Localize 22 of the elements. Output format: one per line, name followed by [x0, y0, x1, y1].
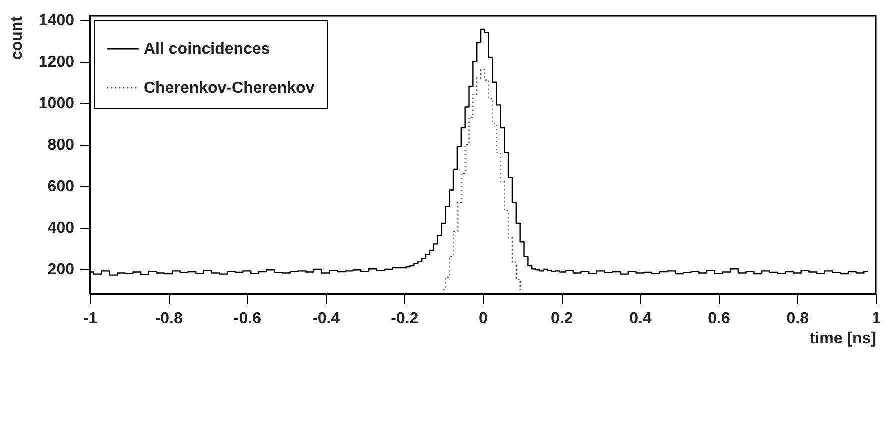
x-tick-label: 0.6: [708, 310, 731, 328]
x-tick-label: -1: [83, 310, 98, 328]
legend-label: Cherenkov-Cherenkov: [144, 80, 315, 97]
x-tick-label: -0.6: [234, 310, 262, 328]
x-tick-label: -0.4: [312, 310, 340, 328]
x-tick-label: -0.8: [155, 310, 183, 328]
x-axis-title: time [ns]: [810, 330, 876, 348]
x-tick-label: 0.2: [550, 310, 574, 328]
y-tick-label: 400: [48, 220, 75, 238]
x-tick-label: 0.4: [630, 310, 652, 328]
y-axis-title: count: [8, 16, 26, 60]
y-tick-label: 600: [48, 178, 75, 196]
y-tick-label: 1000: [38, 96, 75, 113]
x-tick-label: 1: [872, 310, 882, 328]
y-tick-label: 1400: [38, 12, 75, 30]
y-tick-label: 200: [48, 262, 75, 279]
x-tick-label: 0: [479, 310, 488, 328]
y-tick-label: 800: [48, 137, 75, 154]
x-tick-label: -0.2: [391, 310, 419, 328]
x-tick-label: 0.8: [786, 310, 810, 328]
legend-label: All coincidences: [144, 41, 270, 58]
y-tick-label: 1200: [38, 54, 75, 72]
